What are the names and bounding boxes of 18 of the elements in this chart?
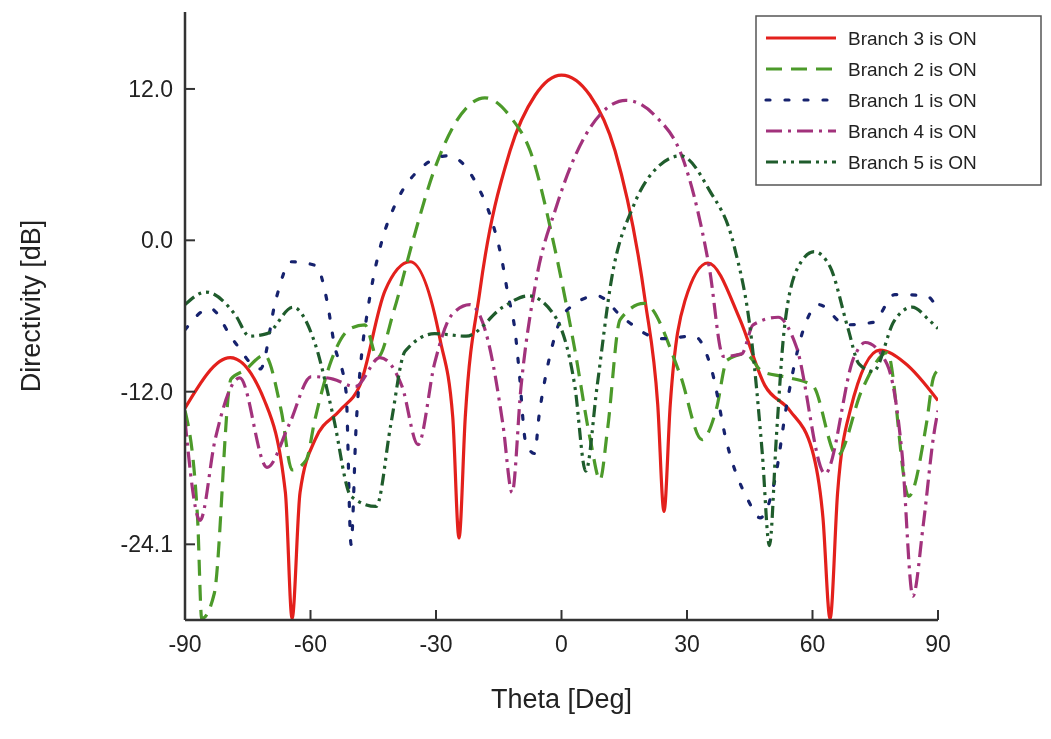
y-tick-label: 12.0 bbox=[128, 76, 173, 102]
x-tick-label: 30 bbox=[674, 631, 700, 657]
y-tick-label: -24.1 bbox=[120, 531, 173, 558]
x-tick-label: 60 bbox=[799, 631, 826, 657]
legend-label: Branch 1 is ON bbox=[848, 89, 977, 111]
legend-label: Branch 3 is ON bbox=[848, 27, 977, 49]
legend-label: Branch 4 is ON bbox=[848, 120, 977, 142]
x-tick-label: -60 bbox=[293, 631, 328, 657]
y-tick-label: 0.0 bbox=[141, 227, 173, 254]
y-tick-label: -12.0 bbox=[120, 378, 173, 405]
legend-label: Branch 2 is ON bbox=[848, 58, 977, 80]
x-tick-label: 0 bbox=[555, 631, 568, 657]
x-tick-label: -30 bbox=[419, 631, 453, 657]
x-axis-title: Theta [Deg] bbox=[490, 684, 633, 714]
legend-label: Branch 5 is ON bbox=[848, 151, 977, 173]
x-tick-label: 90 bbox=[925, 631, 951, 657]
x-tick-label: -90 bbox=[168, 631, 202, 657]
y-axis-title: Directivity [dB] bbox=[16, 219, 46, 393]
